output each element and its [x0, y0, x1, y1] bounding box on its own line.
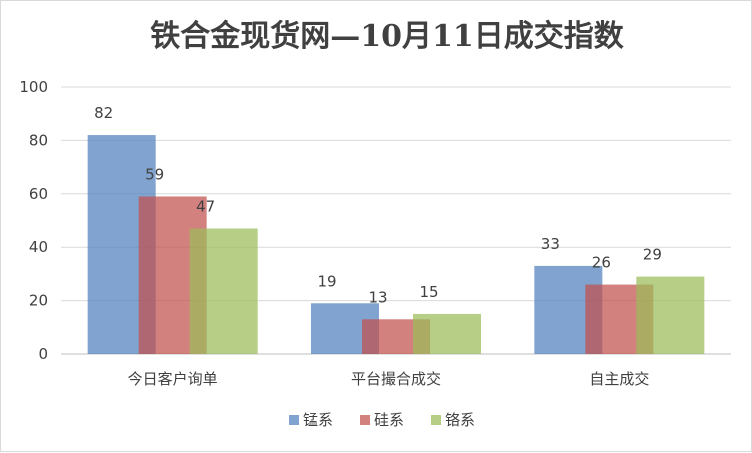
data-label: 13: [368, 288, 387, 306]
data-label: 33: [541, 235, 560, 253]
data-labels: 82 59 47 19 13 15 33 26 29: [94, 104, 662, 306]
legend-label: 硅系: [374, 411, 404, 429]
x-category-label: 平台撮合成交: [351, 370, 441, 388]
y-tick-label: 0: [38, 345, 48, 363]
chart-title: 铁合金现货网—10月11日成交指数: [150, 19, 624, 54]
data-label: 26: [592, 254, 611, 272]
bars: [87, 135, 705, 354]
legend: 锰系 硅系 铬系: [289, 411, 475, 429]
legend-swatch: [360, 415, 370, 425]
y-tick-label: 80: [29, 131, 48, 149]
x-axis-categories: 今日客户询单 平台撮合成交 自主成交: [128, 370, 650, 388]
y-tick-label: 20: [29, 292, 48, 310]
y-tick-label: 100: [19, 78, 48, 96]
data-label: 29: [643, 246, 662, 264]
data-label: 15: [419, 283, 438, 301]
y-tick-label: 40: [29, 238, 48, 256]
data-label: 19: [317, 272, 336, 290]
legend-swatch: [289, 415, 299, 425]
legend-label: 铬系: [445, 411, 475, 429]
y-tick-label: 60: [29, 185, 48, 203]
legend-swatch: [431, 415, 441, 425]
x-category-label: 今日客户询单: [128, 370, 218, 388]
data-label: 82: [94, 104, 113, 122]
bar: [636, 276, 705, 354]
legend-label: 锰系: [303, 411, 333, 429]
data-label: 59: [145, 165, 164, 183]
data-label: 47: [196, 198, 215, 216]
bar: [413, 313, 481, 354]
x-category-label: 自主成交: [589, 370, 649, 388]
bar: [189, 228, 258, 354]
y-axis-ticks: 0 20 40 60 80 100: [19, 78, 48, 363]
